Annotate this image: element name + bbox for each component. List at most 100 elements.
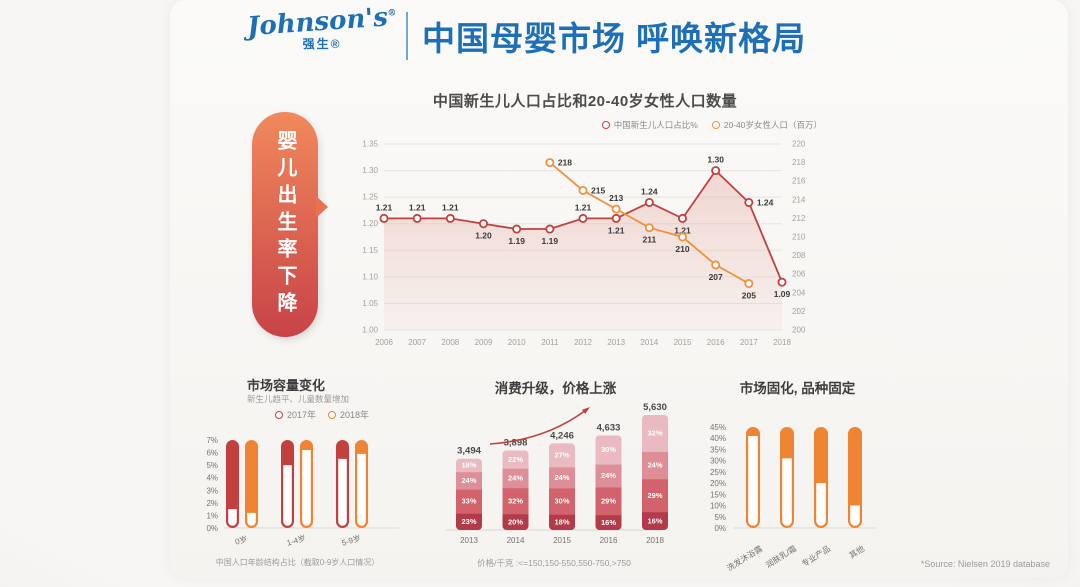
data-label: 215 [591,186,605,196]
y-axis-tick: 0% [206,524,218,533]
right-axis-tick: 212 [792,214,806,223]
newborn-area-fill [384,170,782,330]
bar-segment [456,489,482,514]
x-axis-tick: 2012 [574,338,592,347]
segment-label: 24% [647,461,662,470]
bar-segment [456,513,482,530]
bar-segment [549,466,575,489]
x-axis-tick: 2013 [607,338,625,347]
y-axis-tick: 4% [206,474,218,483]
bar-segment [642,478,668,513]
stacked-plot: 23% 33% 24% 18% 3,494 2013 20% 32% 24% 22% 3,898 20… [438,394,670,562]
solidified-bar [848,427,862,528]
left-axis-tick: 1.10 [362,272,378,281]
x-axis-tick: 0岁 [234,534,249,547]
growth-arrow [489,409,587,445]
capacity-chart-title: 市场容量变化 [247,378,326,393]
total-label: 5,630 [643,402,667,413]
data-point [512,224,522,234]
segment-label: 20% [508,517,523,526]
capacity-bar [245,440,258,528]
bar-segment [595,514,622,531]
page-title: 中国母婴市场 呼唤新格局 [422,20,807,57]
capacity-chart-legend: 2017年 2018年 [275,408,369,421]
segment-label: 32% [508,496,523,505]
data-point [545,158,555,168]
y-axis-tick: 25% [710,468,726,477]
bar-segment [502,450,529,469]
segment-label: 18% [554,518,569,527]
y-axis-tick: 45% [710,423,726,432]
capacity-bar-hollow [302,450,311,526]
legend-label: 2018年 [340,410,370,420]
left-axis-tick: 1.05 [362,299,378,308]
data-point [777,277,787,287]
legend-label: 中国新生儿人口占比% [613,120,698,130]
data-label: 213 [609,193,623,203]
legend-ring-icon [328,410,337,419]
y-axis-tick: 10% [710,502,726,511]
segment-label: 32% [647,429,662,438]
segment-label: 24% [508,474,523,483]
right-axis-tick: 220 [792,140,806,149]
left-axis-tick: 1.25 [362,193,378,202]
data-label: 1.09 [774,289,791,299]
y-axis-tick: 40% [710,434,726,443]
capacity-bar-hollow [283,465,292,526]
bar-segment [595,464,622,488]
right-axis-tick: 214 [792,195,806,204]
price-chart-caption: 价格/千克 :<=150,150-550,550-750,>750 [477,558,631,568]
segment-label: 22% [508,455,523,464]
data-point [611,204,621,214]
left-axis-tick: 1.15 [362,246,378,255]
x-axis-tick: 2008 [441,338,459,347]
data-point [578,213,588,223]
bar-segment [595,486,622,516]
y-axis-tick: 35% [710,445,726,454]
right-axis-tick: 204 [792,288,806,297]
data-label: 1.21 [674,225,691,235]
solidified-bar-hollow [748,435,758,526]
legend-ring-icon [601,121,610,129]
segment-label: 16% [647,516,662,525]
y-axis-tick: 30% [710,457,726,466]
x-axis-tick: 专业产品 [800,543,832,568]
bar-segment [642,511,668,530]
segment-label: 24% [554,473,569,482]
y-axis-tick: 3% [206,486,218,495]
data-label: 1.20 [475,231,492,241]
x-axis-tick: 2015 [553,536,571,545]
capacity-bar-hollow [247,512,256,526]
data-point [644,223,654,233]
y-axis-tick: 2% [206,499,218,508]
data-label: 218 [558,158,572,168]
segment-label: 18% [461,461,476,470]
legend-item-2017: 2017年 [275,408,316,421]
y-axis-tick: 0% [714,524,726,533]
data-label: 210 [675,244,689,254]
x-axis-tick: 2010 [508,338,526,347]
data-point [578,186,588,196]
main-chart-title: 中国新生儿人口占比和20-40岁女性人口数量 [432,93,738,110]
right-axis-tick: 216 [792,177,806,186]
total-label: 3,494 [457,446,481,457]
x-axis-tick: 2016 [707,338,725,347]
data-point [744,197,754,207]
total-label: 4,246 [550,430,574,441]
segment-label: 29% [647,491,662,500]
segment-label: 24% [601,471,616,480]
bar-segment [642,415,668,452]
x-axis-tick: 洗发沐浴露 [725,543,764,573]
right-axis-tick: 218 [792,158,806,167]
left-axis-tick: 1.30 [362,166,378,175]
data-label: 207 [709,272,723,282]
legend-item-newborn-ratio: 中国新生儿人口占比% [601,119,698,131]
solidified-bar-hollow [782,458,792,526]
legend-ring-icon [275,410,283,419]
banner-arrow-icon [316,196,328,218]
bar-segment [502,487,529,515]
x-axis-tick: 2007 [408,338,426,347]
data-point [711,166,721,176]
birth-rate-banner: 婴儿出生率下降 [252,112,328,337]
